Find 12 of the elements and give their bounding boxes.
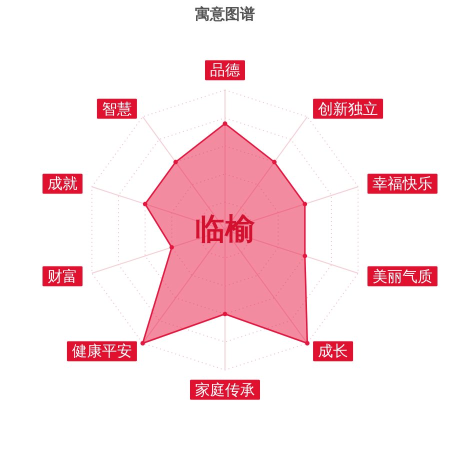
spoke-label: 创新独立 bbox=[318, 100, 378, 118]
spoke-label: 财富 bbox=[48, 267, 78, 286]
spoke-label: 家庭传承 bbox=[195, 380, 255, 399]
spoke-label: 品德 bbox=[210, 61, 240, 80]
spoke-label: 幸福快乐 bbox=[372, 174, 432, 193]
spoke-label: 美丽气质 bbox=[372, 267, 432, 286]
spoke-label: 成长 bbox=[318, 342, 348, 360]
text: 临榆 bbox=[195, 212, 256, 247]
chart-title: 寓意图谱 bbox=[195, 5, 255, 23]
spoke-label: 健康平安 bbox=[72, 342, 132, 360]
spoke-label: 智慧 bbox=[102, 100, 132, 118]
spoke-label: 成就 bbox=[48, 174, 78, 193]
